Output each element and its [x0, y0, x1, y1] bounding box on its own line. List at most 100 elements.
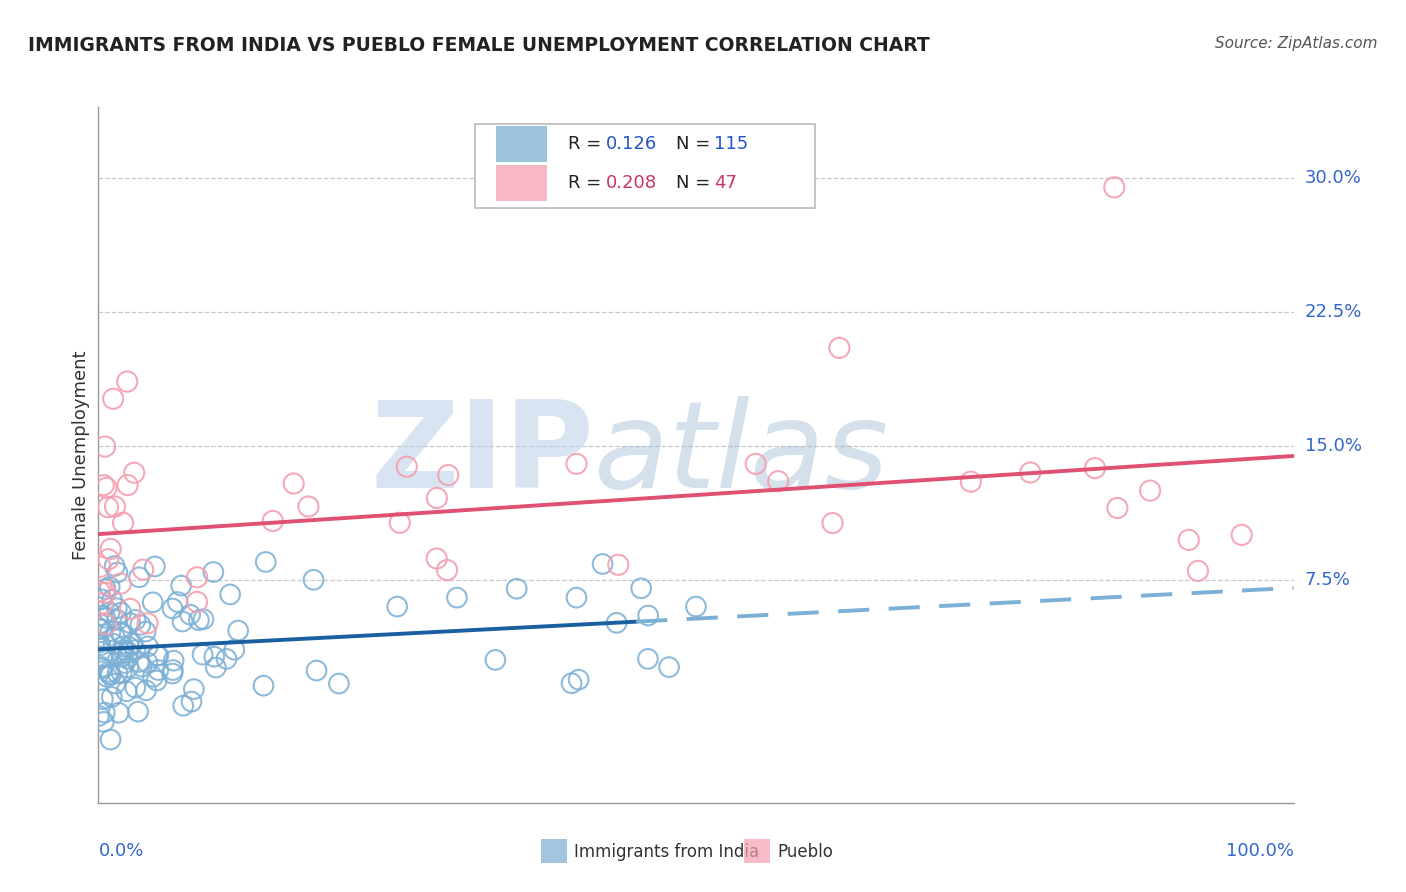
Point: [1139, 483, 1161, 498]
Point: [561, 676, 583, 690]
FancyBboxPatch shape: [475, 124, 815, 208]
Text: 0.126: 0.126: [606, 135, 658, 153]
Point: [110, 626, 132, 640]
Point: [87, 621, 110, 635]
Point: [114, 656, 136, 670]
Point: [124, 681, 146, 695]
Point: [110, 606, 132, 620]
Point: [224, 642, 246, 657]
Point: [163, 654, 186, 668]
Point: [385, 599, 409, 614]
Point: [91, 692, 114, 706]
Point: [226, 624, 249, 638]
Point: [328, 676, 350, 690]
Point: [187, 613, 209, 627]
Point: [162, 666, 184, 681]
Point: [110, 576, 132, 591]
Text: IMMIGRANTS FROM INDIA VS PUEBLO FEMALE UNEMPLOYMENT CORRELATION CHART: IMMIGRANTS FROM INDIA VS PUEBLO FEMALE U…: [28, 36, 929, 54]
Text: 47: 47: [714, 174, 737, 192]
Point: [162, 601, 184, 615]
Point: [94, 611, 117, 625]
Point: [94, 617, 117, 632]
Point: [436, 563, 458, 577]
Text: N =: N =: [676, 135, 716, 153]
Point: [129, 618, 152, 632]
Point: [110, 646, 132, 660]
Point: [103, 392, 125, 406]
Point: [607, 558, 630, 572]
Point: [107, 706, 129, 720]
Point: [91, 649, 114, 664]
Point: [302, 573, 325, 587]
Point: [90, 661, 112, 675]
Point: [186, 570, 208, 584]
Point: [1187, 564, 1209, 578]
Point: [191, 648, 214, 662]
Point: [136, 616, 159, 631]
Point: [127, 705, 149, 719]
Point: [142, 670, 165, 684]
Point: [162, 663, 184, 677]
FancyBboxPatch shape: [541, 839, 567, 863]
FancyBboxPatch shape: [496, 126, 547, 162]
Point: [104, 676, 127, 690]
Point: [148, 663, 170, 677]
Point: [124, 613, 146, 627]
Point: [128, 655, 150, 669]
Point: [262, 514, 284, 528]
Point: [111, 626, 134, 640]
Point: [254, 555, 277, 569]
Point: [97, 552, 120, 566]
Point: [960, 475, 983, 489]
Text: 15.0%: 15.0%: [1305, 437, 1361, 455]
Text: Source: ZipAtlas.com: Source: ZipAtlas.com: [1215, 36, 1378, 51]
Text: atlas: atlas: [595, 396, 890, 514]
FancyBboxPatch shape: [744, 839, 770, 863]
Point: [180, 695, 202, 709]
Point: [170, 578, 193, 592]
Point: [132, 563, 155, 577]
Point: [117, 652, 139, 666]
Text: 100.0%: 100.0%: [1226, 842, 1294, 860]
Point: [592, 557, 614, 571]
Point: [89, 616, 111, 631]
Point: [437, 468, 460, 483]
Point: [637, 608, 659, 623]
Point: [90, 660, 112, 674]
Point: [112, 640, 135, 654]
Point: [94, 706, 117, 720]
Point: [124, 466, 146, 480]
Point: [1019, 466, 1042, 480]
Point: [91, 608, 114, 623]
Point: [100, 624, 122, 639]
Point: [193, 612, 215, 626]
Point: [91, 623, 114, 637]
Point: [93, 714, 115, 729]
Point: [94, 582, 117, 596]
Text: N =: N =: [676, 174, 716, 192]
Point: [103, 637, 125, 651]
Point: [205, 660, 228, 674]
Point: [1104, 180, 1126, 194]
Point: [124, 643, 146, 657]
Point: [111, 649, 134, 664]
Point: [183, 682, 205, 697]
Point: [745, 457, 768, 471]
Point: [136, 656, 159, 670]
Text: 115: 115: [714, 135, 748, 153]
Point: [87, 709, 110, 723]
Point: [506, 582, 529, 596]
Point: [252, 679, 274, 693]
Point: [821, 516, 844, 530]
Point: [1177, 533, 1199, 547]
FancyBboxPatch shape: [496, 165, 547, 202]
Point: [97, 500, 120, 514]
Point: [90, 592, 112, 607]
Point: [426, 491, 449, 505]
Point: [104, 630, 127, 644]
Point: [96, 670, 118, 684]
Point: [89, 638, 111, 652]
Point: [565, 591, 588, 605]
Point: [1084, 461, 1107, 475]
Point: [828, 341, 851, 355]
